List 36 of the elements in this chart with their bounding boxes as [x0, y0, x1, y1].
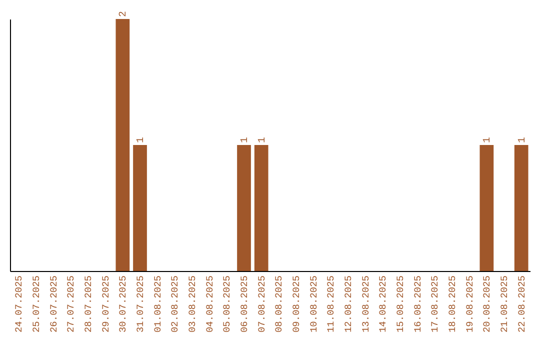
x-tick-label: 26.07.2025: [48, 275, 60, 333]
data-label: 2: [118, 10, 130, 17]
data-label: 1: [136, 136, 147, 143]
x-tick-label: 31.07.2025: [135, 275, 146, 333]
x-tick-label: 08.08.2025: [274, 275, 285, 333]
x-tick-label: 21.08.2025: [499, 275, 510, 333]
data-label: 1: [482, 136, 494, 143]
x-tick-label: 29.07.2025: [100, 275, 112, 333]
x-tick-label: 15.08.2025: [395, 275, 406, 333]
data-label: 1: [517, 136, 528, 143]
x-tick-label: 14.08.2025: [378, 275, 389, 333]
x-tick-label: 11.08.2025: [326, 275, 337, 333]
x-tick-label: 13.08.2025: [360, 275, 372, 333]
x-tick-label: 05.08.2025: [222, 275, 233, 333]
x-tick-label: 04.08.2025: [204, 275, 216, 333]
x-tick-label: 22.08.2025: [516, 275, 528, 333]
x-tick-label: 09.08.2025: [291, 275, 302, 333]
x-tick-label: 03.08.2025: [187, 275, 198, 333]
x-tick-label: 07.08.2025: [256, 275, 268, 333]
x-tick-label: 27.07.2025: [66, 275, 77, 333]
x-tick-label: 25.07.2025: [31, 275, 42, 333]
x-tick-label: 28.07.2025: [83, 275, 94, 333]
x-tick-label: 17.08.2025: [430, 275, 441, 333]
x-tick-label: 02.08.2025: [170, 275, 181, 333]
x-tick-label: 06.08.2025: [239, 275, 250, 333]
x-tick-label: 01.08.2025: [152, 275, 164, 333]
x-tick-label: 24.07.2025: [14, 275, 25, 333]
x-tick-label: 16.08.2025: [412, 275, 424, 333]
x-tick-label: 20.08.2025: [482, 275, 493, 333]
x-tick-label: 19.08.2025: [464, 275, 476, 333]
data-label: 1: [240, 136, 251, 143]
x-tick-label: 10.08.2025: [308, 275, 320, 333]
data-label: 1: [257, 136, 268, 143]
x-tick-label: 18.08.2025: [447, 275, 458, 333]
x-tick-label: 12.08.2025: [343, 275, 354, 333]
x-tick-label: 30.07.2025: [118, 275, 129, 333]
